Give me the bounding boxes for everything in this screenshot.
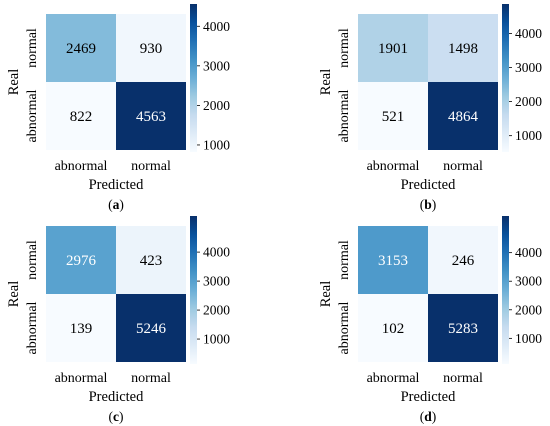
y-tick-label: normal bbox=[25, 28, 40, 68]
y-axis-label: Real bbox=[318, 69, 334, 96]
heatmap-cell bbox=[46, 14, 116, 82]
x-tick-label: abnormal bbox=[367, 371, 420, 386]
colorbar-tick-label: 3000 bbox=[515, 60, 542, 75]
y-axis-label: Real bbox=[318, 281, 334, 308]
heatmap-cell bbox=[46, 82, 116, 150]
cell-value-label: 423 bbox=[140, 253, 163, 269]
y-tick-label: normal bbox=[337, 240, 352, 280]
colorbar-tick-label: 4000 bbox=[203, 19, 230, 34]
cell-value-label: 5283 bbox=[448, 321, 478, 337]
heatmap-cell bbox=[46, 226, 116, 294]
cell-value-label: 822 bbox=[70, 109, 93, 125]
y-tick-label: normal bbox=[337, 28, 352, 68]
heatmap-cell bbox=[428, 14, 498, 82]
x-tick-label: abnormal bbox=[367, 159, 420, 174]
colorbar-tick-label: 2000 bbox=[203, 98, 230, 113]
heatmap-cell bbox=[116, 226, 186, 294]
colorbar-tick-label: 3000 bbox=[203, 274, 230, 289]
cell-value-label: 1498 bbox=[448, 41, 478, 57]
panel-d: 3153 246 102 5283 abnormal normal normal abnorm… bbox=[318, 216, 542, 424]
cell-value-label: 3153 bbox=[378, 253, 408, 269]
heatmap-cell bbox=[358, 226, 428, 294]
heatmap-cell bbox=[358, 82, 428, 150]
cell-value-label: 4563 bbox=[136, 109, 166, 125]
colorbar-tick-label: 4000 bbox=[515, 26, 542, 41]
colorbar-tick-label: 4000 bbox=[203, 245, 230, 260]
panel-caption: (d) bbox=[420, 409, 437, 424]
y-axis-label: Real bbox=[6, 281, 22, 308]
cell-value-label: 139 bbox=[70, 321, 93, 337]
x-tick-label: normal bbox=[131, 371, 171, 386]
x-tick-label: normal bbox=[443, 159, 483, 174]
x-axis-label: Predicted bbox=[401, 177, 457, 193]
colorbar-tick-label: 3000 bbox=[203, 58, 230, 73]
cell-value-label: 1901 bbox=[378, 41, 408, 57]
heatmap-cell bbox=[116, 14, 186, 82]
colorbar-tick-label: 1000 bbox=[515, 128, 542, 143]
heatmap-cell bbox=[358, 14, 428, 82]
heatmap-cell bbox=[428, 82, 498, 150]
y-tick-label: abnormal bbox=[337, 89, 352, 142]
panel-caption: (c) bbox=[109, 409, 124, 424]
heatmap-cell bbox=[116, 82, 186, 150]
colorbar-tick-label: 1000 bbox=[203, 137, 230, 152]
heatmap-cell bbox=[428, 226, 498, 294]
colorbar-tick-label: 2000 bbox=[515, 302, 542, 317]
cell-value-label: 930 bbox=[140, 41, 163, 57]
heatmap-cell bbox=[116, 294, 186, 362]
colorbar bbox=[502, 4, 509, 152]
panel-a: 2469 930 822 4563 abnormal normal normal abnorm… bbox=[6, 4, 230, 212]
y-tick-label: abnormal bbox=[337, 301, 352, 354]
x-axis-label: Predicted bbox=[89, 389, 145, 405]
x-tick-label: abnormal bbox=[55, 159, 108, 174]
colorbar-tick-label: 4000 bbox=[515, 245, 542, 260]
x-tick-label: normal bbox=[443, 371, 483, 386]
panel-c: 2976 423 139 5246 abnormal normal normal abnorm… bbox=[6, 216, 230, 424]
cell-value-label: 521 bbox=[382, 109, 405, 125]
y-tick-label: abnormal bbox=[25, 89, 40, 142]
colorbar bbox=[502, 216, 509, 364]
y-axis-label: Real bbox=[6, 69, 22, 96]
colorbar-tick-label: 1000 bbox=[515, 331, 542, 346]
colorbar-tick-label: 3000 bbox=[515, 274, 542, 289]
colorbar bbox=[190, 216, 197, 364]
x-tick-label: abnormal bbox=[55, 371, 108, 386]
x-tick-label: normal bbox=[131, 159, 171, 174]
cell-value-label: 5246 bbox=[136, 321, 167, 337]
cell-value-label: 4864 bbox=[448, 109, 479, 125]
y-tick-label: normal bbox=[25, 240, 40, 280]
y-tick-label: abnormal bbox=[25, 301, 40, 354]
heatmap-cell bbox=[46, 294, 116, 362]
heatmap-cell bbox=[358, 294, 428, 362]
x-axis-label: Predicted bbox=[89, 177, 145, 193]
panel-b: 1901 1498 521 4864 abnormal normal normal abnor… bbox=[318, 4, 542, 212]
panel-caption: (a) bbox=[108, 197, 124, 212]
x-axis-label: Predicted bbox=[401, 389, 457, 405]
colorbar-tick-label: 2000 bbox=[515, 94, 542, 109]
cell-value-label: 246 bbox=[452, 253, 475, 269]
colorbar-tick-label: 1000 bbox=[203, 332, 230, 347]
colorbar-tick-label: 2000 bbox=[203, 303, 230, 318]
cell-value-label: 2469 bbox=[66, 41, 96, 57]
cell-value-label: 2976 bbox=[66, 253, 97, 269]
heatmap-cell bbox=[428, 294, 498, 362]
cell-value-label: 102 bbox=[382, 321, 405, 337]
panel-caption: (b) bbox=[420, 197, 437, 212]
colorbar bbox=[190, 4, 197, 152]
